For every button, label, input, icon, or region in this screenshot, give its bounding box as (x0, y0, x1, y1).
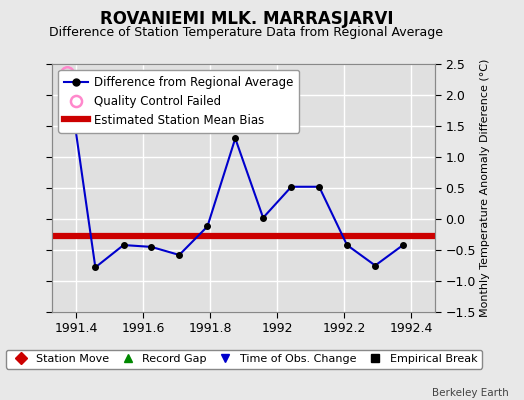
Y-axis label: Monthly Temperature Anomaly Difference (°C): Monthly Temperature Anomaly Difference (… (480, 59, 490, 317)
Text: ROVANIEMI MLK. MARRASJARVI: ROVANIEMI MLK. MARRASJARVI (100, 10, 393, 28)
Legend: Station Move, Record Gap, Time of Obs. Change, Empirical Break: Station Move, Record Gap, Time of Obs. C… (6, 350, 482, 369)
Text: Berkeley Earth: Berkeley Earth (432, 388, 508, 398)
Text: Difference of Station Temperature Data from Regional Average: Difference of Station Temperature Data f… (49, 26, 443, 39)
